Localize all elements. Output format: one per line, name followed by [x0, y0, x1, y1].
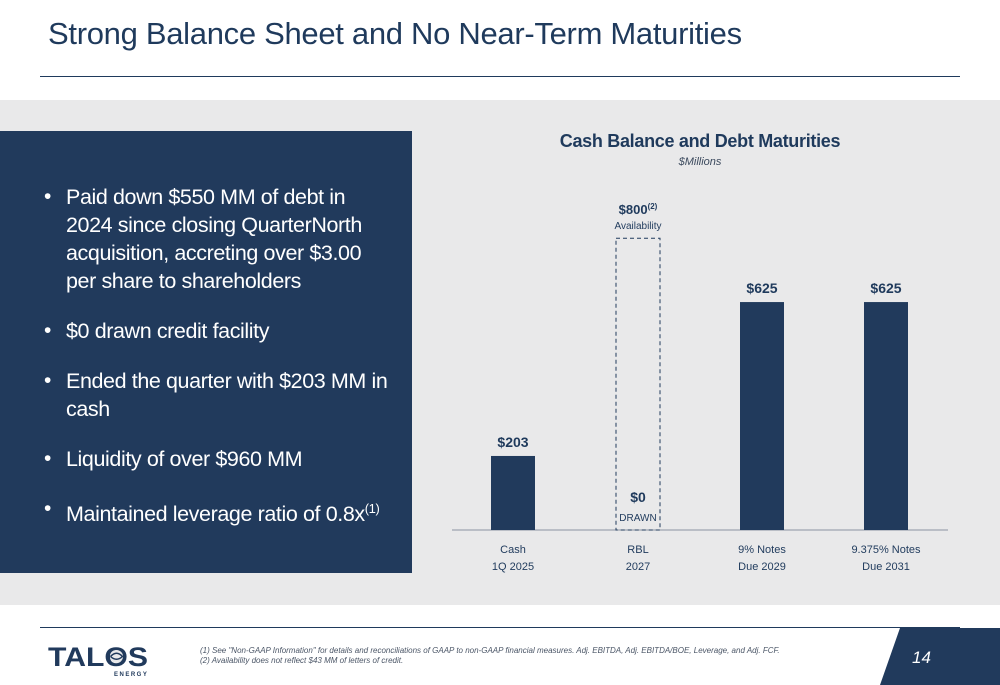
bar-value-label-3: $625 [870, 280, 901, 296]
bullet-dot-icon: • [44, 185, 51, 208]
bar-value-label-0: $203 [497, 434, 528, 450]
category-label-3: 9.375% Notes [851, 544, 921, 556]
bar-sublabel-1: DRAWN [619, 513, 656, 524]
bullet-item: • Ended the quarter with $203 MM in cash [44, 367, 389, 423]
chart-subtitle: $Millions [678, 156, 722, 168]
highlights-panel: • Paid down $550 MM of debt in 2024 since… [0, 131, 412, 573]
category-label-0: Cash [500, 544, 526, 556]
bullet-item: • Paid down $550 MM of debt in 2024 since… [44, 183, 389, 295]
logo-wave-icon [109, 652, 124, 660]
page-number-tab [880, 628, 1000, 685]
category-label-1: RBL [627, 544, 648, 556]
bullet-dot-icon: • [44, 319, 51, 342]
debt-maturity-chart: $800(2) Availability $203 Cash 1Q 2025 $0 DRAW… [452, 202, 948, 573]
footnote-2: (2) Availability does not reflect $43 MM… [200, 656, 404, 665]
bullet-item: • Liquidity of over $960 MM [44, 445, 389, 473]
bullet-item: • $0 drawn credit facility [44, 317, 389, 345]
bar-value-label-2: $625 [746, 280, 777, 296]
highlights-list: • Paid down $550 MM of debt in 2024 since… [44, 183, 389, 550]
bullet-text: Maintained leverage ratio of 0.8x [66, 502, 365, 527]
bar-3 [864, 302, 908, 530]
chart-title: Cash Balance and Debt Maturities [559, 131, 841, 151]
bullet-text: $0 drawn credit facility [66, 319, 270, 343]
availability-sublabel: Availability [614, 221, 661, 232]
footnote-1: (1) See "Non-GAAP Information" for detai… [200, 646, 780, 655]
availability-outline [615, 237, 661, 531]
bullet-text: Liquidity of over $960 MM [66, 447, 303, 471]
bullet-dot-icon: • [44, 497, 51, 520]
logo-subtext: ENERGY [114, 672, 148, 678]
page-number: 14 [912, 648, 931, 667]
bar-2 [740, 302, 784, 530]
category-sublabel-3: Due 2031 [862, 561, 910, 573]
bar-value-label-1: $0 [630, 489, 646, 505]
company-logo: TALOS ENERGY [48, 642, 148, 678]
bar-0 [491, 455, 535, 530]
category-label-2: 9% Notes [738, 544, 786, 556]
logo-globe-icon [110, 650, 123, 663]
availability-value-label: $800(2) [619, 202, 658, 217]
logo-wordmark: TALOS [48, 642, 148, 672]
category-sublabel-0: 1Q 2025 [492, 561, 534, 573]
page-title: Strong Balance Sheet and No Near-Term Ma… [48, 16, 742, 51]
category-sublabel-2: Due 2029 [738, 561, 786, 573]
bullet-dot-icon: • [44, 369, 51, 392]
footnote-ref: (1) [364, 501, 380, 516]
category-sublabel-1: 2027 [626, 561, 650, 573]
bullet-dot-icon: • [44, 447, 51, 470]
title-divider [40, 76, 960, 77]
footer-divider [40, 627, 960, 628]
bullet-text: Ended the quarter with $203 MM in cash [66, 369, 388, 421]
footnotes: (1) See "Non-GAAP Information" for detai… [200, 646, 780, 666]
bullet-text: Paid down $550 MM of debt in 2024 since … [66, 185, 362, 293]
bullet-item: • Maintained leverage ratio of 0.8x(1) [44, 495, 389, 528]
